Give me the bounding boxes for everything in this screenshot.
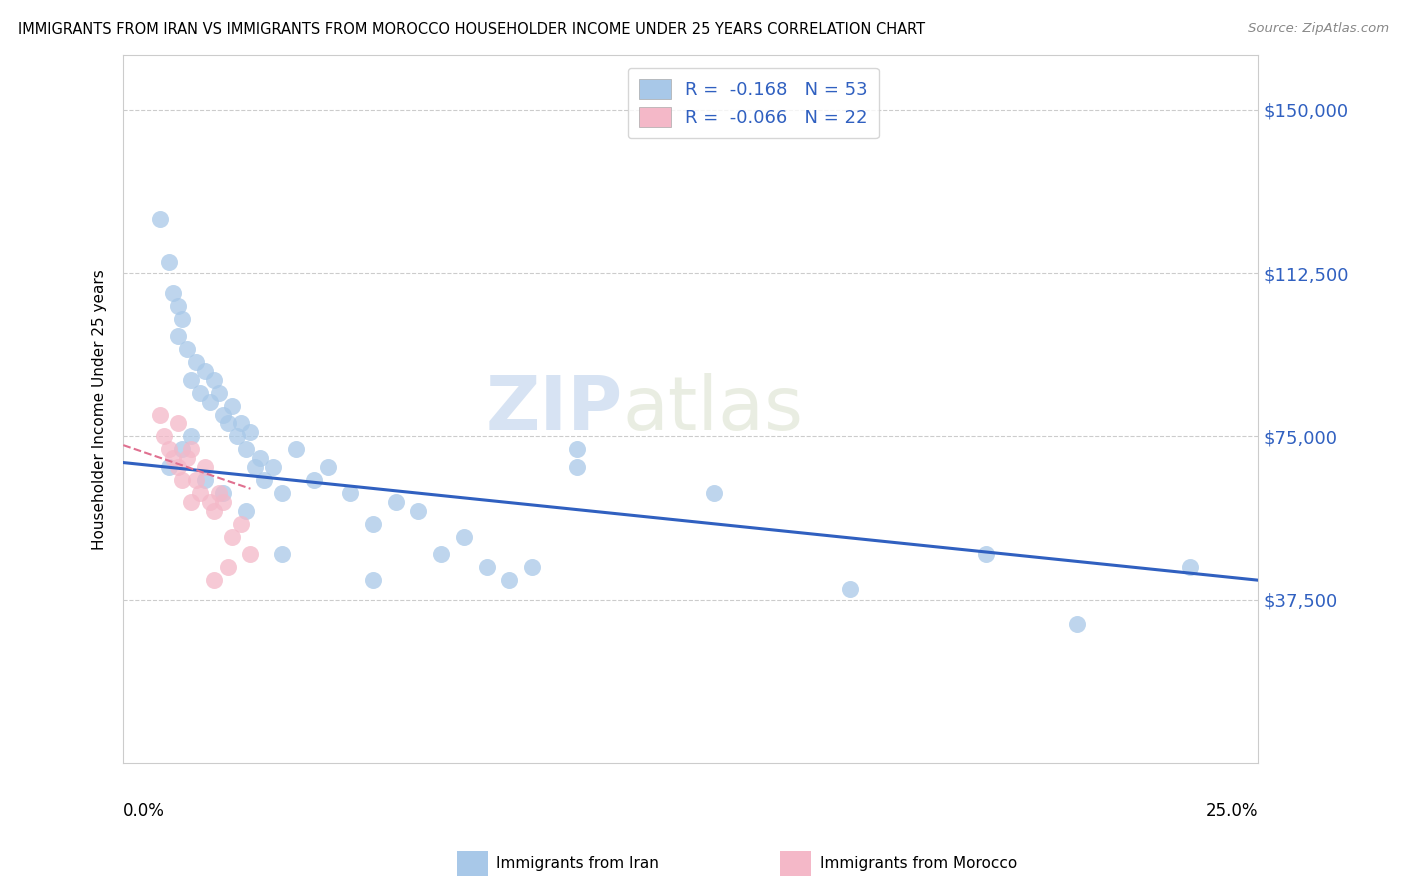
Point bbox=[198, 495, 221, 509]
Point bbox=[166, 299, 188, 313]
Point bbox=[453, 530, 475, 544]
Point bbox=[838, 582, 860, 596]
Text: IMMIGRANTS FROM IRAN VS IMMIGRANTS FROM MOROCCO HOUSEHOLDER INCOME UNDER 25 YEAR: IMMIGRANTS FROM IRAN VS IMMIGRANTS FROM … bbox=[18, 22, 925, 37]
Legend: R =  -0.168   N = 53, R =  -0.066   N = 22: R = -0.168 N = 53, R = -0.066 N = 22 bbox=[627, 68, 879, 138]
Point bbox=[703, 486, 725, 500]
Point bbox=[149, 211, 172, 226]
Point bbox=[253, 473, 276, 487]
Point bbox=[202, 373, 225, 387]
Point bbox=[225, 429, 247, 443]
Point bbox=[184, 473, 207, 487]
Point bbox=[180, 429, 202, 443]
Point bbox=[157, 459, 180, 474]
Point bbox=[271, 486, 294, 500]
Point bbox=[157, 255, 180, 269]
Point bbox=[408, 503, 430, 517]
Text: 0.0%: 0.0% bbox=[124, 802, 165, 820]
Point bbox=[172, 473, 194, 487]
Point bbox=[231, 417, 253, 431]
Point bbox=[184, 355, 207, 369]
Point bbox=[208, 486, 231, 500]
Point bbox=[217, 417, 239, 431]
Point bbox=[316, 459, 339, 474]
Point bbox=[153, 429, 176, 443]
Point bbox=[212, 495, 235, 509]
Point bbox=[190, 486, 212, 500]
Point bbox=[520, 560, 543, 574]
Point bbox=[157, 442, 180, 457]
Point bbox=[361, 573, 384, 587]
Point bbox=[172, 311, 194, 326]
Point bbox=[162, 285, 184, 300]
Text: Source: ZipAtlas.com: Source: ZipAtlas.com bbox=[1249, 22, 1389, 36]
Point bbox=[194, 473, 217, 487]
Point bbox=[235, 503, 257, 517]
Point bbox=[202, 573, 225, 587]
Point bbox=[271, 547, 294, 561]
Point bbox=[212, 486, 235, 500]
Point bbox=[166, 329, 188, 343]
Point bbox=[176, 451, 198, 466]
Text: atlas: atlas bbox=[623, 373, 804, 446]
Point bbox=[180, 442, 202, 457]
Point bbox=[194, 459, 217, 474]
Point bbox=[262, 459, 284, 474]
Point bbox=[302, 473, 325, 487]
Point bbox=[149, 408, 172, 422]
Point bbox=[384, 495, 406, 509]
Point bbox=[1066, 616, 1088, 631]
Point bbox=[430, 547, 453, 561]
Point bbox=[190, 385, 212, 400]
Point bbox=[221, 399, 243, 413]
Point bbox=[221, 530, 243, 544]
Point bbox=[974, 547, 997, 561]
Point bbox=[498, 573, 520, 587]
Point bbox=[567, 442, 589, 457]
Text: Immigrants from Morocco: Immigrants from Morocco bbox=[820, 856, 1017, 871]
Point bbox=[339, 486, 361, 500]
Point bbox=[239, 425, 262, 439]
Point bbox=[212, 408, 235, 422]
Text: 25.0%: 25.0% bbox=[1206, 802, 1258, 820]
Point bbox=[249, 451, 271, 466]
Point bbox=[567, 459, 589, 474]
Point bbox=[235, 442, 257, 457]
Point bbox=[166, 417, 188, 431]
Point bbox=[180, 495, 202, 509]
Point bbox=[208, 385, 231, 400]
Point bbox=[1180, 560, 1202, 574]
Point bbox=[180, 373, 202, 387]
Point bbox=[239, 547, 262, 561]
Point bbox=[166, 459, 188, 474]
Point bbox=[176, 343, 198, 357]
Point bbox=[243, 459, 266, 474]
Point bbox=[231, 516, 253, 531]
Point bbox=[475, 560, 498, 574]
Point bbox=[284, 442, 307, 457]
Point bbox=[217, 560, 239, 574]
Point bbox=[162, 451, 184, 466]
Point bbox=[202, 503, 225, 517]
Point bbox=[194, 364, 217, 378]
Text: ZIP: ZIP bbox=[485, 373, 623, 446]
Y-axis label: Householder Income Under 25 years: Householder Income Under 25 years bbox=[93, 268, 107, 549]
Text: Immigrants from Iran: Immigrants from Iran bbox=[496, 856, 659, 871]
Point bbox=[172, 442, 194, 457]
Point bbox=[198, 394, 221, 409]
Point bbox=[361, 516, 384, 531]
